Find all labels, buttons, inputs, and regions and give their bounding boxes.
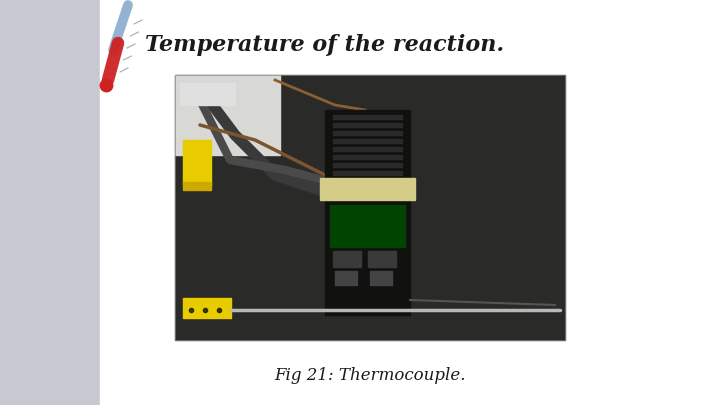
Bar <box>325 110 410 315</box>
Bar <box>183 140 211 185</box>
Bar <box>175 75 565 340</box>
Bar <box>175 75 280 155</box>
Bar <box>320 178 415 200</box>
Bar <box>183 298 231 318</box>
Bar <box>370 271 392 285</box>
Bar <box>333 123 402 127</box>
Bar <box>183 182 211 190</box>
Bar <box>333 251 361 267</box>
Bar <box>333 131 402 135</box>
Bar <box>333 163 402 167</box>
Text: Temperature of the reaction.: Temperature of the reaction. <box>145 34 504 56</box>
Bar <box>333 155 402 159</box>
Bar <box>180 83 235 105</box>
Bar <box>175 75 565 340</box>
Bar <box>0 0 100 405</box>
Bar <box>333 115 402 119</box>
Bar <box>333 147 402 151</box>
Bar <box>333 171 402 175</box>
Bar <box>335 271 357 285</box>
Bar <box>330 205 405 247</box>
Bar <box>368 251 396 267</box>
Bar <box>100 0 720 405</box>
Bar <box>333 139 402 143</box>
Text: Fig 21: Thermocouple.: Fig 21: Thermocouple. <box>274 367 466 384</box>
